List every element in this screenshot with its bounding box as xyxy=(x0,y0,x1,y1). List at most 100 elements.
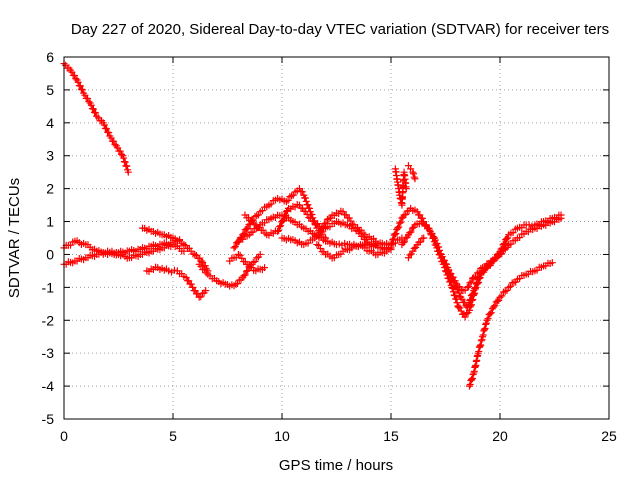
data-point-fill xyxy=(466,279,474,287)
data-point-fill xyxy=(92,109,100,117)
data-point-fill xyxy=(481,325,489,333)
data-point-fill xyxy=(467,278,475,286)
data-point-fill xyxy=(362,236,370,244)
data-point-fill xyxy=(390,231,398,239)
data-point-fill xyxy=(443,271,451,279)
series-track-19 xyxy=(404,234,428,262)
series-track-17 xyxy=(442,241,513,321)
data-point-fill xyxy=(299,204,307,212)
data-point-fill xyxy=(279,217,287,225)
data-point xyxy=(418,218,426,226)
data-point-fill xyxy=(475,275,483,283)
series-track-7 xyxy=(226,250,269,275)
data-point-fill xyxy=(482,320,490,328)
data-point-fill xyxy=(451,279,459,287)
data-point xyxy=(465,382,473,390)
x-tick-label: 5 xyxy=(169,428,177,444)
data-point-fill xyxy=(456,304,464,312)
data-point-fill xyxy=(471,289,479,297)
y-tick-label: -2 xyxy=(42,312,55,328)
data-point-fill xyxy=(443,260,451,268)
data-point xyxy=(409,168,417,176)
data-point-fill xyxy=(281,212,289,220)
data-point-fill xyxy=(275,227,283,235)
data-point-fill xyxy=(449,284,457,292)
series-track-14 xyxy=(404,162,419,183)
y-tick-label: 0 xyxy=(46,246,54,262)
data-point-fill xyxy=(410,244,418,252)
data-point-fill xyxy=(89,105,97,113)
data-point xyxy=(402,185,410,193)
data-point xyxy=(483,316,491,324)
x-tick-label: 0 xyxy=(60,428,68,444)
data-point-fill xyxy=(487,309,495,317)
data-point xyxy=(339,208,347,216)
data-point-fill xyxy=(407,228,415,236)
x-tick-label: 10 xyxy=(274,428,290,444)
data-point-fill xyxy=(401,238,409,246)
data-point-fill xyxy=(504,234,512,242)
data-point-fill xyxy=(277,222,285,230)
data-point-fill xyxy=(392,229,400,237)
series-track-1 xyxy=(60,60,132,176)
series-track-5 xyxy=(143,263,210,301)
data-point-fill xyxy=(121,158,129,166)
x-tick-label: 20 xyxy=(492,428,508,444)
data-point-fill xyxy=(446,278,454,286)
series-track-18 xyxy=(465,259,556,390)
data-point-fill xyxy=(435,243,443,251)
data-point xyxy=(557,211,565,219)
y-tick-label: 3 xyxy=(46,148,54,164)
data-point-fill xyxy=(486,310,494,318)
data-point-fill xyxy=(440,256,448,264)
data-point-fill xyxy=(470,290,478,298)
data-point-fill xyxy=(495,296,503,304)
x-axis-title: GPS time / hours xyxy=(279,457,393,474)
data-point-fill xyxy=(327,214,335,222)
data-point-fill xyxy=(449,273,457,281)
data-point-fill xyxy=(453,299,461,307)
data-point-fill xyxy=(244,224,252,232)
data-point xyxy=(295,201,303,209)
data-point-fill xyxy=(397,218,405,226)
y-tick-label: 6 xyxy=(46,49,54,65)
data-point xyxy=(448,283,456,291)
data-point-fill xyxy=(399,239,407,247)
data-point-fill xyxy=(474,278,482,286)
data-point xyxy=(548,259,556,267)
data-point-fill xyxy=(484,315,492,323)
data-point xyxy=(420,234,428,242)
data-point xyxy=(180,247,188,255)
data-point-fill xyxy=(244,267,252,275)
y-tick-label: -4 xyxy=(42,378,55,394)
data-point-fill xyxy=(447,270,455,278)
data-point xyxy=(455,303,463,311)
data-point xyxy=(202,287,210,295)
data-point-fill xyxy=(342,211,350,219)
plot-frame xyxy=(63,56,610,420)
data-point-fill xyxy=(103,125,111,133)
data-point-fill xyxy=(428,229,436,237)
data-point-fill xyxy=(503,235,511,243)
data-point xyxy=(93,112,101,120)
data-point-fill xyxy=(474,279,482,287)
data-point-fill xyxy=(433,240,441,248)
data-point xyxy=(411,175,419,183)
data-point-fill xyxy=(118,150,126,158)
data-point xyxy=(489,303,497,311)
data-point-fill xyxy=(241,271,249,279)
data-point-fill xyxy=(304,201,312,209)
y-tick-label: 5 xyxy=(46,82,54,98)
data-point xyxy=(394,224,402,232)
data-point xyxy=(472,283,480,291)
data-point-fill xyxy=(475,347,483,355)
data-point-fill xyxy=(231,243,239,251)
data-point-fill xyxy=(469,371,477,379)
data-point-fill xyxy=(465,283,473,291)
data-point-fill xyxy=(498,292,506,300)
data-point-fill xyxy=(325,215,333,223)
data-point-fill xyxy=(493,297,501,305)
data-point xyxy=(442,267,449,275)
data-point-fill xyxy=(406,229,414,237)
data-point-fill xyxy=(389,236,397,244)
